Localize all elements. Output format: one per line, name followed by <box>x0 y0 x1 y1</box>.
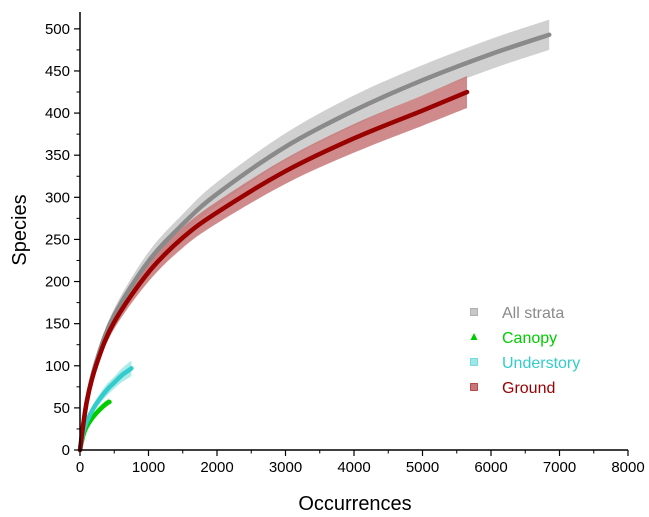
legend-marker-understory <box>470 358 478 366</box>
x-tick-label: 4000 <box>337 459 370 476</box>
legend-label-ground: Ground <box>502 380 555 397</box>
band-understory <box>80 360 132 450</box>
y-axis-title: Species <box>9 194 31 265</box>
x-tick-label: 0 <box>76 459 84 476</box>
legend-label-understory: Understory <box>502 355 580 372</box>
y-tick-label: 50 <box>53 400 70 417</box>
legend-marker-all-strata <box>470 308 478 316</box>
series-lines <box>77 32 552 453</box>
y-tick-label: 350 <box>45 147 70 164</box>
y-tick-label: 150 <box>45 316 70 333</box>
legend-label-canopy: Canopy <box>502 330 557 347</box>
y-tick-label: 100 <box>45 358 70 375</box>
x-tick-label: 1000 <box>132 459 165 476</box>
x-tick-label: 5000 <box>406 459 439 476</box>
y-axis-ticks: 0 50 100 150 200 250 300 350 400 450 500 <box>45 21 80 459</box>
legend-marker-ground <box>470 383 478 391</box>
x-tick-label: 2000 <box>200 459 233 476</box>
x-axis-title: Occurrences <box>298 493 411 515</box>
line-all-strata <box>77 32 552 453</box>
y-tick-label: 0 <box>62 442 70 459</box>
x-axis-ticks: 0 1000 2000 3000 4000 5000 6000 7000 8000 <box>76 450 645 476</box>
band-all-strata <box>80 19 550 451</box>
x-tick-label: 6000 <box>474 459 507 476</box>
legend-label-all-strata: All strata <box>502 305 564 322</box>
legend: All strata Canopy Understory Ground <box>470 305 580 397</box>
y-tick-label: 450 <box>45 63 70 80</box>
y-tick-label: 500 <box>45 21 70 38</box>
line-ground <box>77 89 470 453</box>
y-tick-label: 250 <box>45 231 70 248</box>
band-ground <box>80 76 468 451</box>
y-tick-label: 300 <box>45 189 70 206</box>
x-tick-label: 8000 <box>611 459 644 476</box>
y-tick-label: 400 <box>45 105 70 122</box>
legend-marker-canopy <box>470 333 478 340</box>
x-tick-label: 3000 <box>269 459 302 476</box>
confidence-bands <box>80 19 550 451</box>
x-tick-label: 7000 <box>543 459 576 476</box>
y-tick-label: 200 <box>45 274 70 291</box>
